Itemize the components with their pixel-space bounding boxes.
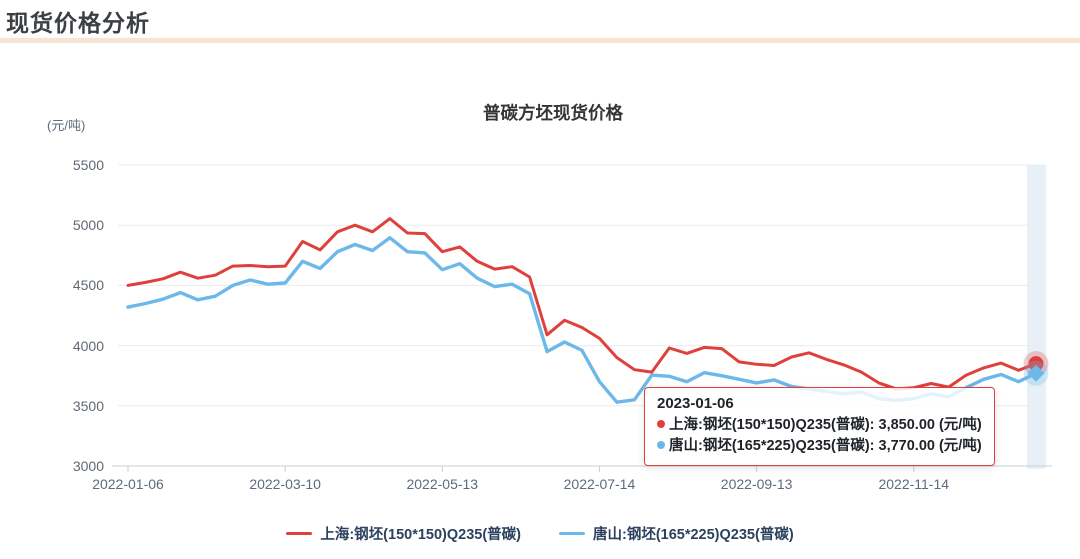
- chart-legend: 上海:钢坯(150*150)Q235(普碳) 唐山:钢坯(165*225)Q235…: [0, 518, 1080, 548]
- x-axis-label-2022-05-13: 2022-05-13: [406, 476, 479, 492]
- x-axis-label-2022-11-14: 2022-11-14: [878, 476, 950, 492]
- x-axis-label-2022-07-14: 2022-07-14: [563, 476, 636, 492]
- billet-price-chart: 普碳方坯现货价格 (元/吨) 5500 5000 4500 4000 3500 3000 …: [0, 95, 1080, 519]
- y-axis-label-3500: 3500: [72, 397, 104, 414]
- x-axis-label-2022-03-10: 2022-03-10: [249, 476, 321, 492]
- chart-title: 普碳方坯现货价格: [483, 103, 623, 123]
- header-accent-bar: [0, 38, 1080, 43]
- y-axis-label-5000: 5000: [72, 217, 104, 234]
- tooltip-date: 2023-01-06: [657, 395, 734, 412]
- tooltip-row-text: 上海:钢坯(150*150)Q235(普碳): 3,850.00 (元/吨): [669, 417, 982, 433]
- legend-line-marker: [559, 531, 585, 535]
- endpoint-circle-marker: [1028, 356, 1044, 372]
- y-axis-label-4500: 4500: [72, 277, 104, 294]
- chart-tooltip: 2023-01-06 上海:钢坯(150*150)Q235(普碳): 3,850…: [644, 387, 995, 466]
- y-axis-labels: 5500 5000 4500 4000 3500 3000: [0, 95, 104, 519]
- legend-label: 上海:钢坯(150*150)Q235(普碳): [320, 526, 521, 543]
- tooltip-marker-dot: [657, 420, 665, 428]
- x-axis-label-2022-09-13: 2022-09-13: [720, 476, 793, 492]
- legend-item-1[interactable]: 唐山:钢坯(165*225)Q235(普碳): [559, 523, 794, 544]
- y-axis-label-4000: 4000: [72, 337, 104, 354]
- tooltip-row-1: 唐山:钢坯(165*225)Q235(普碳): 3,770.00 (元/吨): [657, 436, 982, 457]
- endpoint-diamond-marker: [1027, 364, 1045, 382]
- tooltip-marker-dot: [657, 441, 665, 449]
- y-axis-unit-label: (元/吨): [47, 118, 86, 133]
- legend-line-marker: [286, 531, 313, 535]
- y-axis-label-5500: 5500: [72, 157, 104, 173]
- tooltip-row-text: 唐山:钢坯(165*225)Q235(普碳): 3,770.00 (元/吨): [669, 438, 982, 454]
- x-axis-label-2022-01-06: 2022-01-06: [92, 476, 164, 492]
- x-axis-labels: 2022-01-06 2022-03-10 2022-05-13 2022-07-14…: [0, 476, 1080, 498]
- page-title: 现货价格分析: [6, 10, 150, 36]
- series-line-1: [126, 236, 1038, 404]
- legend-label: 唐山:钢坯(165*225)Q235(普碳): [593, 526, 794, 543]
- tooltip-rows: 上海:钢坯(150*150)Q235(普碳): 3,850.00 (元/吨) 唐山…: [657, 415, 982, 457]
- axis-pointer-band: [1027, 165, 1045, 469]
- legend-item-0[interactable]: 上海:钢坯(150*150)Q235(普碳): [286, 523, 521, 544]
- y-axis-label-3000: 3000: [72, 458, 104, 474]
- tooltip-row-0: 上海:钢坯(150*150)Q235(普碳): 3,850.00 (元/吨): [657, 415, 982, 436]
- series-line-0: [126, 217, 1038, 391]
